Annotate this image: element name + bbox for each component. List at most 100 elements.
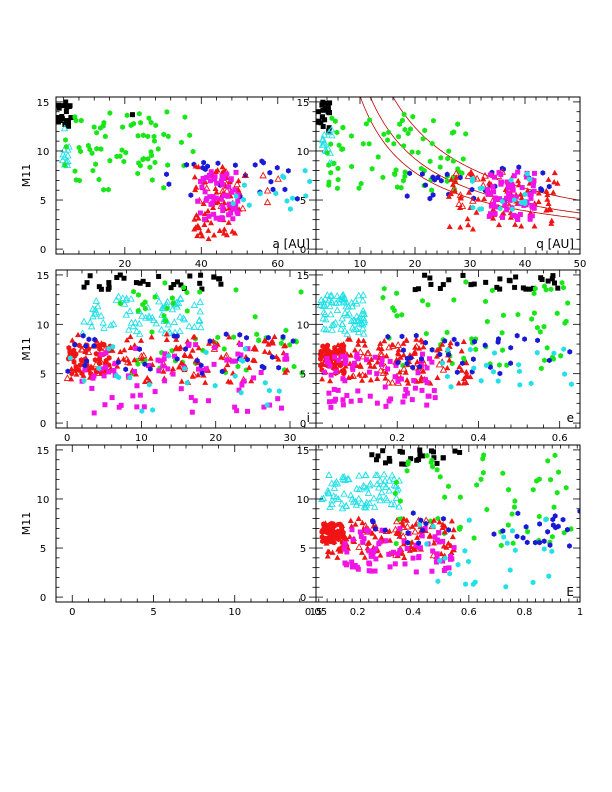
data-point [225,219,232,225]
data-point [392,561,398,567]
data-point [298,289,304,295]
data-point [152,389,158,395]
data-point [457,194,464,200]
data-point [545,176,552,182]
data-point [107,157,113,164]
data-point [544,196,551,202]
data-point [219,163,226,170]
data-point [510,212,516,218]
data-point [230,200,236,207]
data-point [386,551,392,557]
data-point [451,545,457,551]
data-point [546,183,552,190]
data-point [412,287,418,293]
data-point [195,163,202,170]
data-point [509,182,515,188]
data-point [342,302,350,310]
data-point [355,291,363,299]
data-point [347,491,355,499]
data-point [214,167,221,173]
data-point [197,323,205,331]
data-point [399,518,406,525]
data-point [239,382,245,388]
data-point [134,404,140,410]
panel-3-points [63,272,305,416]
data-point [383,538,389,544]
data-point [171,281,177,287]
data-point [189,409,195,415]
data-point [142,361,148,368]
data-point [409,539,416,545]
data-point [56,119,61,125]
data-point [81,377,87,384]
data-point [214,199,221,205]
data-point [378,361,384,367]
data-point [370,494,378,502]
data-point [100,324,108,331]
data-point [244,334,249,341]
y-axis-label: M11 [20,512,33,536]
data-point [376,541,382,547]
y-tick-label: 0 [40,419,46,430]
data-point [357,361,364,368]
data-point [208,219,215,226]
data-point [366,359,373,365]
data-point [446,357,453,363]
data-point [232,187,238,193]
data-point [368,356,375,362]
data-point [126,307,134,315]
data-point [460,380,467,386]
data-point [427,158,433,165]
data-point [402,369,409,375]
data-point [380,470,388,478]
data-point [454,369,460,376]
data-point [274,164,280,171]
data-point [319,114,325,120]
data-point [328,404,334,410]
data-point [66,345,72,351]
data-point [93,161,98,168]
data-point [202,379,209,385]
data-point [68,375,75,382]
data-point [349,316,358,324]
y-tick-label: 10 [297,320,310,331]
data-point [200,164,206,171]
data-point [137,162,143,169]
data-point [515,510,521,517]
data-point [201,221,208,227]
data-point [231,230,238,236]
data-point [77,177,82,184]
data-point [112,295,121,303]
data-point [149,177,155,183]
data-point [520,285,526,291]
data-point [340,531,346,538]
data-point [448,549,455,555]
data-point [402,461,408,467]
data-point [554,310,560,317]
data-point [444,171,450,178]
data-point [276,388,282,394]
data-point [498,542,504,549]
data-point [165,133,171,140]
data-point [368,568,374,574]
data-point [554,489,560,496]
data-point [451,188,458,194]
data-point [424,365,430,371]
data-point [232,162,238,169]
data-point [318,136,327,144]
data-point [373,471,382,478]
y-tick-label: 5 [40,544,46,555]
data-point [486,180,493,186]
data-point [377,552,384,558]
data-point [487,211,493,217]
data-point [106,280,112,286]
data-point [56,114,61,120]
data-point [361,342,368,348]
data-point [561,284,566,291]
data-point [232,404,238,410]
data-point [524,170,530,177]
data-point [359,377,366,383]
data-point [360,482,369,490]
data-point [552,280,558,286]
data-point [510,540,516,547]
